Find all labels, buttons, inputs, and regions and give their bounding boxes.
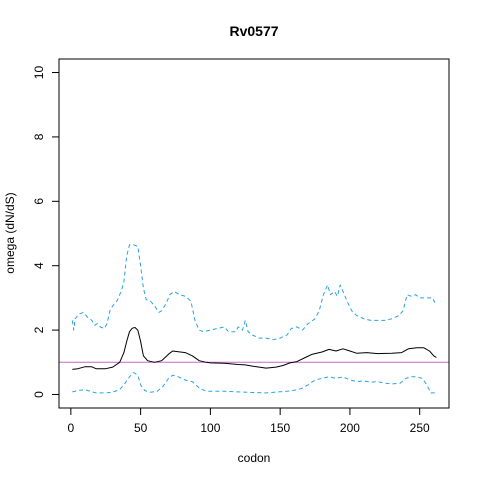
y-axis-label: omega (dN/dS) <box>3 192 17 273</box>
y-tick-label: 2 <box>32 326 46 333</box>
upper-bound-line <box>71 244 436 341</box>
x-tick-label: 100 <box>200 421 220 435</box>
x-tick-label: 150 <box>270 421 290 435</box>
x-tick-label: 200 <box>340 421 360 435</box>
plot-area <box>59 244 449 394</box>
y-axis: 0 2 4 6 8 10 <box>32 66 60 398</box>
x-tick-label: 50 <box>134 421 148 435</box>
x-axis: 0 50 100 150 200 250 <box>68 407 430 435</box>
x-tick-label: 250 <box>410 421 430 435</box>
y-tick-label: 10 <box>32 66 46 80</box>
y-tick-label: 0 <box>32 391 46 398</box>
plot-frame <box>58 58 450 409</box>
y-tick-label: 8 <box>32 133 46 140</box>
omega-line <box>72 327 437 370</box>
lower-bound-line <box>72 372 437 394</box>
chart-title: Rv0577 <box>229 23 278 39</box>
y-tick-label: 6 <box>32 198 46 205</box>
x-tick-label: 0 <box>68 421 75 435</box>
x-axis-label: codon <box>238 451 271 465</box>
y-tick-label: 4 <box>32 262 46 269</box>
